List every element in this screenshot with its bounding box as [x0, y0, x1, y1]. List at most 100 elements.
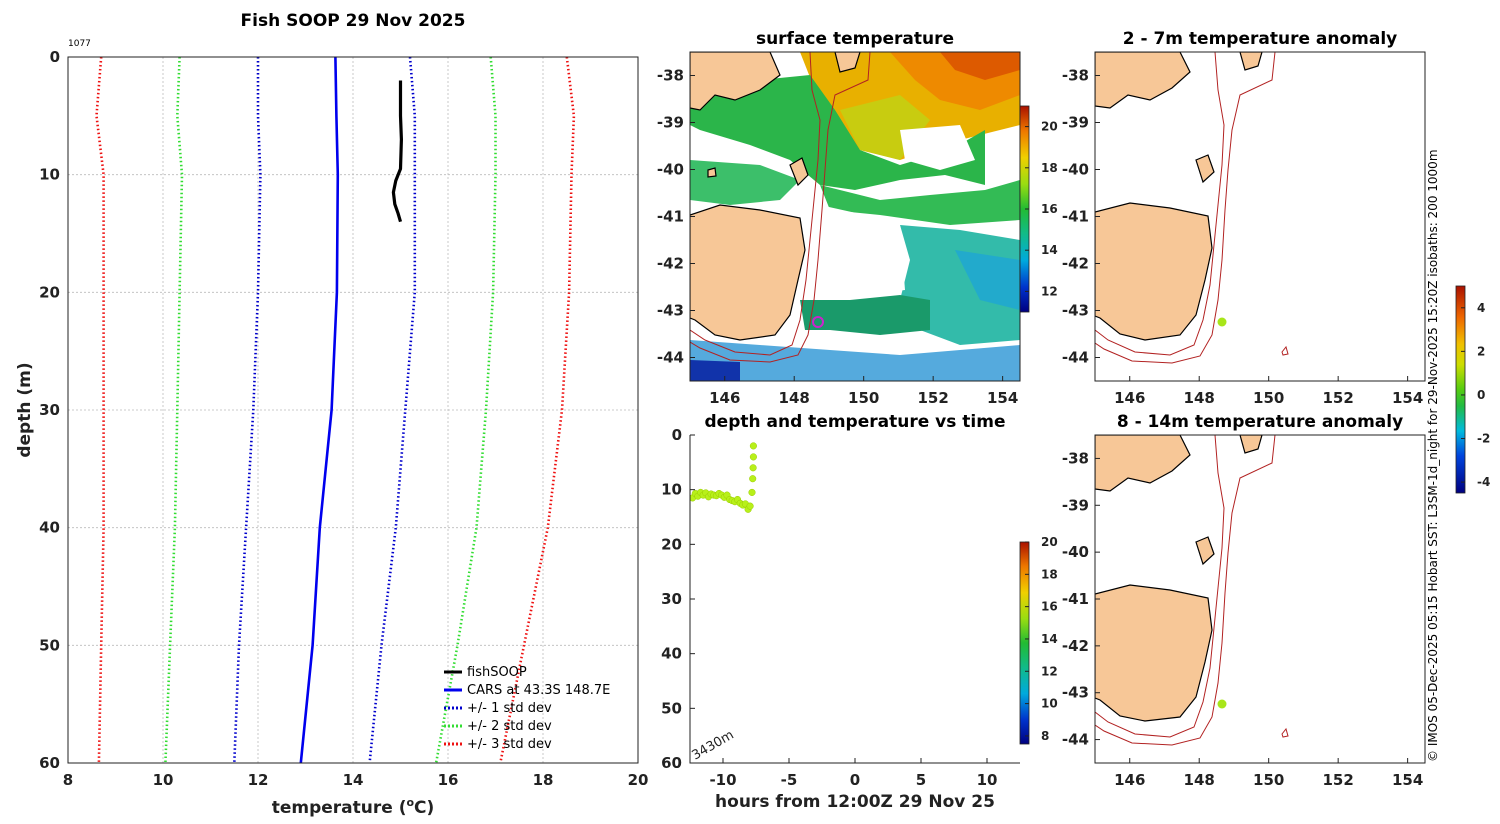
timeseries-x-ticks: -10 -5 0 5 10 — [709, 758, 997, 789]
profile-y-tick-label: 50 — [39, 636, 60, 654]
profile-y-ticks: 0 10 20 30 40 50 60 — [39, 48, 60, 772]
anomaly2-lon-tick-label: 152 — [1323, 771, 1354, 789]
timeseries-colorbar-tick-label: 18 — [1041, 567, 1058, 581]
anomaly1-lat-tick-label: -43 — [1062, 302, 1089, 320]
timeseries-x-tick-label: -5 — [781, 771, 798, 789]
profile-lines — [95, 57, 576, 763]
anomaly1-lon-tick-label: 148 — [1184, 389, 1215, 407]
anomaly1-lat-tick-label: -44 — [1062, 349, 1089, 367]
sst-lon-tick-label: 152 — [918, 389, 949, 407]
anomaly-map-8-14m: 8 - 14m temperature anomaly 146 148 150 152… — [1062, 412, 1426, 789]
profile-frame — [67, 56, 639, 764]
anomaly-colorbar-tick-label: 2 — [1477, 344, 1485, 358]
profile-x-tick-label: 18 — [533, 771, 554, 789]
sst-title: surface temperature — [756, 29, 954, 49]
profile-x-tick-label: 12 — [248, 771, 269, 789]
anomaly1-lon-tick-label: 154 — [1392, 389, 1423, 407]
sst-hottest-core — [940, 52, 1020, 80]
profile-y-tick-label: 10 — [39, 166, 60, 184]
sst-colorbar-tick-label: 18 — [1041, 161, 1058, 175]
timeseries-point — [749, 442, 757, 450]
anomaly1-location-marker — [1217, 317, 1227, 327]
anomaly1-lat-tick-label: -39 — [1062, 114, 1089, 132]
sst-lat-tick-label: -38 — [657, 67, 684, 85]
credit-text: © IMOS 05-Dec-2025 05:15 Hobart SST: L3S… — [1426, 149, 1440, 762]
timeseries-x-tick-label: 5 — [916, 771, 926, 789]
sst-mainland — [690, 52, 781, 111]
profile-line--3-std-dev-high — [499, 57, 576, 763]
sst-southern-band — [800, 295, 930, 335]
sst-cloud-gap — [818, 205, 905, 295]
anomaly2-lat-tick-label: -40 — [1062, 543, 1089, 561]
sst-lat-tick-label: -43 — [657, 302, 684, 320]
profile-y-tick-label: 20 — [39, 283, 60, 301]
sst-lat-tick-label: -44 — [657, 349, 684, 367]
anomaly2-seamount-contour — [1281, 727, 1289, 738]
profile-x-axis-label: temperature (oC) — [272, 796, 435, 818]
timeseries-chart: depth and temperature vs time -10 -5 0 5 10 … — [661, 412, 1058, 812]
sst-colorbar-ticks: 20 18 16 14 12 — [1025, 120, 1058, 298]
sst-colorbar-tick-label: 14 — [1041, 243, 1058, 257]
anomaly2-lat-tick-label: -44 — [1062, 731, 1089, 749]
timeseries-y-tick-label: 50 — [661, 699, 682, 717]
profile-line--3-std-dev-low — [95, 57, 105, 763]
profile-chart: Fish SOOP 29 Nov 2025 1077 8 10 12 14 16 18 20… — [15, 11, 648, 818]
timeseries-point — [749, 464, 757, 472]
anomaly-map-2-7m: 2 - 7m temperature anomaly 146 148 150 152 1… — [1062, 29, 1426, 407]
anomaly2-isobath-200 — [1095, 435, 1225, 738]
sst-colorbar-tick-label: 12 — [1041, 284, 1058, 298]
sst-lat-ticks: -38 -39 -40 -41 -42 -43 -44 — [657, 67, 695, 367]
profile-gridlines — [67, 56, 639, 764]
sst-deep-blue-patch — [690, 360, 740, 381]
anomaly-colorbar — [1455, 285, 1466, 494]
profile-y-tick-label: 0 — [50, 48, 60, 66]
sst-lon-ticks: 146 148 150 152 154 — [709, 376, 1018, 407]
timeseries-colorbar-tick-label: 16 — [1041, 600, 1058, 614]
anomaly2-lon-tick-label: 146 — [1114, 771, 1145, 789]
anomaly-colorbar-tick-label: -4 — [1477, 475, 1490, 489]
profile-x-tick-label: 20 — [628, 771, 649, 789]
timeseries-x-tick-label: 10 — [977, 771, 998, 789]
sst-green-band — [820, 180, 1020, 225]
sst-lon-tick-label: 154 — [987, 389, 1018, 407]
anomaly1-flinders-island — [1195, 154, 1215, 184]
timeseries-y-tick-label: 40 — [661, 645, 682, 663]
anomaly1-isobath-1000 — [1095, 52, 1276, 364]
sst-green-west — [690, 160, 800, 205]
profile-x-tick-label: 10 — [153, 771, 174, 789]
sst-green-shelf — [690, 75, 985, 190]
sst-lon-tick-label: 150 — [848, 389, 879, 407]
sst-isobath-200 — [690, 52, 821, 356]
anomaly1-title: 2 - 7m temperature anomaly — [1123, 29, 1398, 49]
sst-mainland-east — [834, 52, 861, 73]
anomaly2-title: 8 - 14m temperature anomaly — [1117, 412, 1403, 432]
anomaly2-lon-tick-label: 154 — [1392, 771, 1423, 789]
timeseries-y-ticks: 0 10 20 30 40 50 60 — [661, 426, 695, 772]
sst-southern-strip — [690, 340, 1020, 381]
surface-temperature-map: surface temperature — [657, 29, 1058, 407]
timeseries-point — [746, 502, 754, 510]
anomaly-colorbar-tick-label: 4 — [1477, 301, 1485, 315]
sst-lat-tick-label: -41 — [657, 208, 684, 226]
timeseries-colorbar-tick-label: 20 — [1041, 535, 1058, 549]
anomaly-colorbar-group: 4 2 0 -2 -4 — [1455, 285, 1490, 494]
legend-label: CARS at 43.3S 148.7E — [467, 683, 610, 698]
timeseries-colorbar-ticks: 20 18 16 14 12 10 8 — [1025, 535, 1058, 743]
anomaly2-tasmania — [1095, 584, 1213, 722]
timeseries-point — [748, 488, 756, 496]
profile-y-tick-label: 30 — [39, 401, 60, 419]
anomaly2-lat-tick-label: -42 — [1062, 637, 1089, 655]
anomaly1-lat-tick-label: -42 — [1062, 255, 1089, 273]
anomaly2-location-marker — [1217, 699, 1227, 709]
profile-x-tick-label: 8 — [63, 771, 73, 789]
sst-location-marker — [812, 316, 824, 328]
profile-x-ticks: 8 10 12 14 16 18 20 — [63, 771, 649, 789]
sst-colorbar-tick-label: 20 — [1041, 120, 1058, 134]
profile-line--1-std-dev-high — [368, 57, 417, 763]
anomaly2-lon-ticks: 146 148 150 152 154 — [1114, 758, 1423, 789]
profile-title: Fish SOOP 29 Nov 2025 — [241, 11, 466, 31]
anomaly1-lat-tick-label: -41 — [1062, 208, 1089, 226]
timeseries-depth-annotation: 3430m — [690, 728, 737, 764]
anomaly1-lon-ticks: 146 148 150 152 154 — [1114, 376, 1423, 407]
